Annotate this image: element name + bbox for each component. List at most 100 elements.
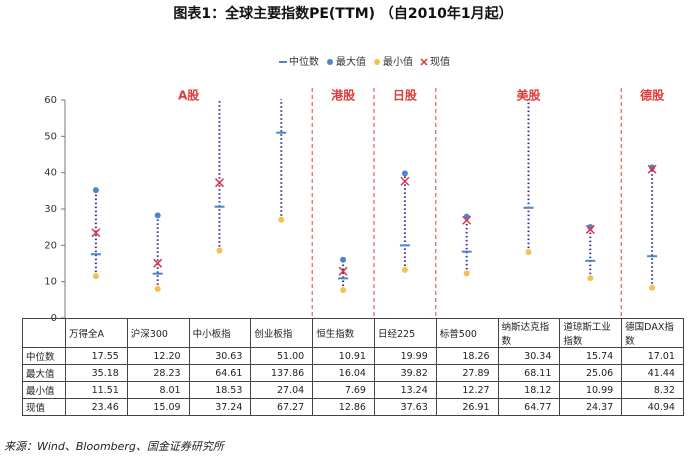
value-dot [649,164,656,171]
value-dot [92,187,99,194]
category-label: 沪深300 [126,318,190,348]
value-dot [401,266,408,273]
group-label: 日股 [393,88,418,103]
chart-title: 图表1：全球主要指数PE(TTM) （自2010年1月起） [173,5,512,22]
table-cell: 18.53 [188,381,252,399]
current-mark [91,228,101,238]
table-cell: 51.00 [250,347,314,365]
table-cell: 37.24 [188,398,252,416]
table-cell: 30.63 [188,347,252,365]
current-mark [338,266,348,276]
current-mark [647,164,657,174]
table-cell: 18.26 [435,347,499,365]
table-cell: 23.46 [65,398,128,416]
table-cell: 26.91 [435,398,499,416]
table-row: 最大值 35.18 28.23 64.61 137.86 16.04 39.82 27.89 6… [22,364,684,382]
category-label: 德国DAX指数 [621,318,684,348]
table-cell: 37.63 [373,398,437,416]
y-tick-label: 30 [44,204,57,215]
table-header: 万得全A 沪深300 中小板指 创业板指 恒生指数 日经225 标普500 纳斯达克指数 道琼斯… [22,318,684,348]
table-cell: 12.20 [126,347,190,365]
table-cell: 10.91 [312,347,375,365]
row-label: 现值 [22,398,66,416]
table-cell: 64.77 [497,398,561,416]
current-mark [277,70,285,78]
legend-label: 最小值 [383,55,413,68]
table-cell: 17.55 [65,347,128,365]
plot [90,70,658,294]
row-label: 最小值 [22,381,66,399]
table-cell: 11.51 [65,381,128,399]
table-row: 中位数 17.55 12.20 30.63 51.00 10.91 19.99 18.26 30… [22,347,684,365]
y-tick-label: 10 [44,277,57,288]
value-dot [154,212,161,219]
current-mark [462,215,472,225]
table-cell: 15.09 [126,398,190,416]
value-dot [278,216,285,223]
y-tick-label: 50 [44,131,57,142]
value-dot [340,256,347,263]
value-dot [463,270,470,277]
category-label: 万得全A [65,318,128,348]
table-cell: 8.32 [621,381,684,399]
table-cell: 35.18 [65,364,128,382]
legend-marker [374,59,380,65]
table-row: 最小值 11.51 8.01 18.53 27.04 7.69 13.24 12.27 18.1… [22,381,684,399]
table-cell: 68.11 [497,364,561,382]
table-cell: 15.74 [559,347,623,365]
table-cell: 12.27 [435,381,499,399]
table-cell: 10.99 [559,381,623,399]
table-cell: 40.94 [621,398,684,416]
value-dot [649,284,656,291]
table-cell: 8.01 [126,381,190,399]
category-label: 纳斯达克指数 [497,318,561,348]
table-cell: 13.24 [373,381,437,399]
legend-label: 最大值 [336,55,366,68]
table-cell: 64.61 [188,364,252,382]
table-cell: 16.04 [312,364,375,382]
legend-marker [420,58,428,66]
row-label: 最大值 [22,364,66,382]
value-dot [92,273,99,280]
current-mark [400,176,410,186]
table-cell: 25.06 [559,364,623,382]
table-cell: 19.99 [373,347,437,365]
table-cell: 41.44 [621,364,684,382]
current-mark [525,79,533,87]
category-label: 道琼斯工业指数 [559,318,623,348]
value-dot [587,275,594,282]
table-row: 现值 23.46 15.09 37.24 67.27 12.86 37.63 26.91 64.… [22,398,684,416]
group-label: 德股 [640,88,665,103]
legend-marker [327,59,333,65]
table-cell: 137.86 [250,364,314,382]
category-label: 恒生指数 [312,318,375,348]
table-cell: 30.34 [497,347,561,365]
table-cell: 7.69 [312,381,375,399]
value-dot [340,287,347,294]
y-tick-label: 20 [44,240,57,251]
value-dot [401,170,408,177]
group-label: A股 [178,88,200,103]
value-dot [217,80,223,86]
table-cell: 27.04 [250,381,314,399]
corner-cell [22,318,66,348]
table-cell: 12.86 [312,398,375,416]
group-label: 港股 [331,88,356,103]
data-table: 万得全A 沪深300 中小板指 创业板指 恒生指数 日经225 标普500 纳斯达克指数 道琼斯… [22,318,684,416]
value-dot [216,247,223,254]
current-mark [585,224,595,234]
category-label: 创业板指 [250,318,314,348]
value-dot [154,285,161,292]
category-label: 中小板指 [188,318,252,348]
category-label: 日经225 [373,318,437,348]
table-cell: 24.37 [559,398,623,416]
source: 来源：Wind、Bloomberg、国金证券研究所 [4,440,226,453]
table-cell: 67.27 [250,398,314,416]
table-cell: 17.01 [621,347,684,365]
value-dot [525,249,532,256]
y-tick-label: 40 [44,168,57,179]
legend-label: 中位数 [289,55,319,68]
row-label: 中位数 [22,347,66,365]
